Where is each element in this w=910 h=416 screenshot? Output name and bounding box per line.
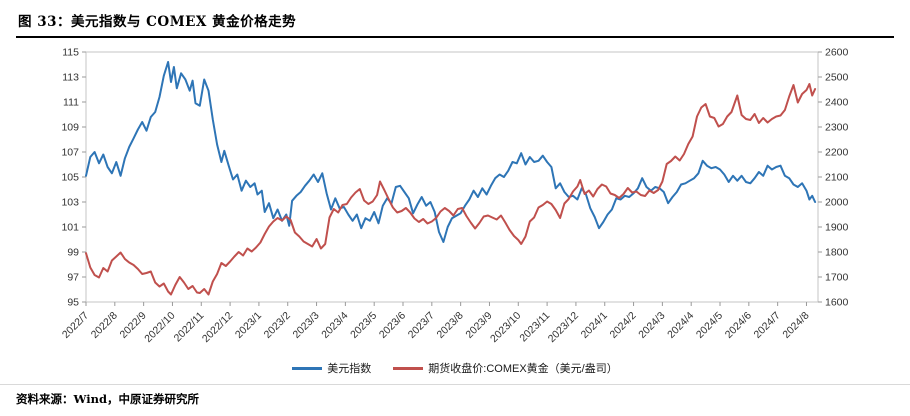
svg-text:2023/7: 2023/7 <box>406 310 437 341</box>
svg-text:2400: 2400 <box>825 97 849 109</box>
svg-text:2023/12: 2023/12 <box>546 310 581 345</box>
svg-text:1900: 1900 <box>825 222 849 234</box>
svg-text:2024/1: 2024/1 <box>579 310 610 341</box>
chart-legend: 美元指数 期货收盘价:COMEX黄金（美元/盎司） <box>0 360 910 376</box>
svg-text:2500: 2500 <box>825 72 849 84</box>
title-divider <box>16 36 894 38</box>
svg-text:2300: 2300 <box>825 122 849 134</box>
svg-text:2024/2: 2024/2 <box>607 310 638 341</box>
legend-line-blue-icon <box>292 366 323 370</box>
svg-text:2023/3: 2023/3 <box>290 310 321 341</box>
svg-text:2600: 2600 <box>825 47 849 59</box>
svg-text:105: 105 <box>61 172 79 184</box>
svg-text:97: 97 <box>67 272 79 284</box>
svg-text:2024/7: 2024/7 <box>752 310 783 341</box>
svg-text:107: 107 <box>61 147 79 159</box>
svg-text:2022/12: 2022/12 <box>200 310 235 345</box>
svg-text:2024/6: 2024/6 <box>723 310 754 341</box>
svg-text:95: 95 <box>67 297 79 309</box>
legend-line-red-icon <box>393 366 424 370</box>
source-note: 资料来源：Wind，中原证券研究所 <box>0 384 910 407</box>
figure-title: 图 33：美元指数与 COMEX 黄金价格走势 <box>18 14 297 30</box>
svg-text:2024/5: 2024/5 <box>694 310 725 341</box>
svg-text:2023/10: 2023/10 <box>488 310 523 345</box>
svg-text:2023/2: 2023/2 <box>262 310 293 341</box>
svg-text:1700: 1700 <box>825 272 849 284</box>
svg-text:2022/7: 2022/7 <box>60 310 91 341</box>
svg-text:115: 115 <box>62 47 79 59</box>
legend-item-usd-index: 美元指数 <box>292 360 371 376</box>
svg-text:2023/5: 2023/5 <box>348 310 379 341</box>
svg-text:2022/8: 2022/8 <box>89 310 120 341</box>
svg-text:2024/8: 2024/8 <box>780 310 811 341</box>
chart-canvas: 95 97 99 101 103 105 107 109 111 113 115 1600 1700 18… <box>60 47 849 345</box>
svg-text:1600: 1600 <box>825 297 849 309</box>
svg-text:2022/10: 2022/10 <box>142 310 177 345</box>
legend-label-comex-gold: 期货收盘价:COMEX黄金（美元/盎司） <box>428 363 618 375</box>
legend-item-comex-gold: 期货收盘价:COMEX黄金（美元/盎司） <box>393 360 618 376</box>
svg-text:111: 111 <box>63 97 79 109</box>
svg-text:2200: 2200 <box>825 147 849 159</box>
svg-text:2023/8: 2023/8 <box>435 310 466 341</box>
svg-text:109: 109 <box>61 122 79 134</box>
svg-text:99: 99 <box>67 247 79 259</box>
svg-text:101: 101 <box>61 222 79 234</box>
svg-text:2000: 2000 <box>825 197 849 209</box>
svg-text:2024/4: 2024/4 <box>665 310 696 341</box>
legend-label-usd-index: 美元指数 <box>327 363 372 375</box>
svg-text:2023/4: 2023/4 <box>319 310 350 341</box>
svg-text:2023/6: 2023/6 <box>377 310 408 341</box>
chart-area: 95 97 99 101 103 105 107 109 111 113 115 1600 1700 18… <box>0 44 910 358</box>
svg-text:2024/3: 2024/3 <box>636 310 667 341</box>
svg-text:103: 103 <box>61 197 79 209</box>
svg-text:2023/1: 2023/1 <box>233 310 264 341</box>
svg-text:113: 113 <box>62 72 79 84</box>
svg-text:1800: 1800 <box>825 247 849 259</box>
svg-text:2100: 2100 <box>825 172 849 184</box>
